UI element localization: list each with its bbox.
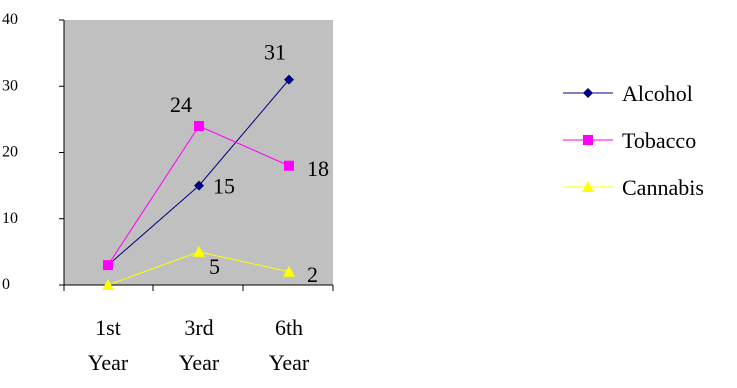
data-label: 15 xyxy=(213,174,235,199)
data-point xyxy=(284,74,294,85)
data-point xyxy=(283,265,295,277)
x-tick-label: Year xyxy=(179,350,220,375)
legend-item-cannabis: Cannabis xyxy=(563,175,704,200)
x-axis-ticks: 1st Year 3rd Year 6th Year xyxy=(63,285,334,375)
series-tobacco: 24 18 xyxy=(103,92,329,271)
legend: Alcohol Tobacco Cannabis xyxy=(563,81,704,200)
data-label: 24 xyxy=(170,92,192,117)
y-axis-ticks: 0 10 20 30 40 xyxy=(2,11,64,293)
data-label: 18 xyxy=(307,156,329,181)
legend-marker xyxy=(582,181,594,192)
data-label: 5 xyxy=(209,254,220,279)
legend-item-alcohol: Alcohol xyxy=(563,81,693,106)
y-tick-label: 10 xyxy=(2,210,18,227)
legend-marker xyxy=(583,135,593,145)
data-point xyxy=(102,279,114,290)
x-tick-label: 1st xyxy=(95,315,121,340)
legend-label: Tobacco xyxy=(622,128,696,153)
x-tick-label: Year xyxy=(88,350,129,375)
y-tick-label: 30 xyxy=(2,77,18,94)
data-label: 2 xyxy=(307,262,318,287)
legend-label: Alcohol xyxy=(622,81,693,106)
data-label: 31 xyxy=(264,40,286,65)
x-tick-label: 3rd xyxy=(184,315,213,340)
data-point xyxy=(284,160,294,171)
data-point xyxy=(103,260,113,271)
y-tick-label: 20 xyxy=(2,144,18,161)
data-point xyxy=(194,180,204,191)
y-tick-label: 0 xyxy=(2,276,10,293)
legend-item-tobacco: Tobacco xyxy=(563,128,696,153)
y-tick-label: 40 xyxy=(2,11,18,28)
data-point xyxy=(193,245,205,257)
x-tick-label: Year xyxy=(269,350,310,375)
legend-marker xyxy=(583,88,593,98)
legend-label: Cannabis xyxy=(622,175,704,200)
plot-area xyxy=(64,20,333,285)
data-point xyxy=(194,121,204,131)
x-tick-label: 6th xyxy=(275,315,303,340)
